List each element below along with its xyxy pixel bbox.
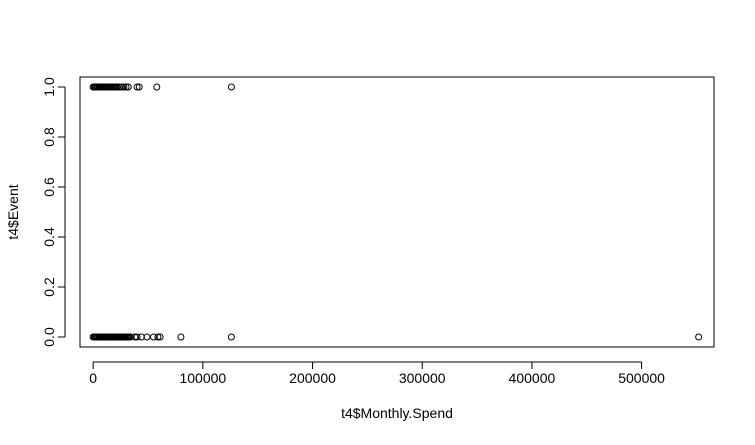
y-tick-label: 0.6 [41, 177, 57, 197]
data-point [227, 333, 235, 341]
y-tick-label: 0.2 [41, 277, 57, 297]
plot-frame [79, 76, 715, 348]
x-tick-label: 300000 [399, 370, 446, 386]
y-axis-label: t4$Event [5, 184, 21, 239]
data-point [695, 333, 703, 341]
data-point [133, 333, 141, 341]
y-tick-label: 0.0 [41, 327, 57, 347]
data-point [113, 83, 121, 91]
y-tick-label: 0.4 [41, 227, 57, 247]
data-point [135, 83, 143, 91]
x-axis-label: t4$Monthly.Spend [341, 405, 453, 421]
data-point [118, 83, 126, 91]
data-point [126, 333, 134, 341]
x-tick-label: 0 [89, 370, 97, 386]
data-point [131, 333, 139, 341]
data-point [124, 83, 132, 91]
data-points [89, 83, 703, 341]
data-point [143, 333, 151, 341]
data-point [177, 333, 185, 341]
data-point [156, 333, 164, 341]
y-tick-label: 0.8 [41, 127, 57, 147]
data-point [133, 83, 141, 91]
data-point [122, 83, 130, 91]
x-tick-label: 200000 [289, 370, 336, 386]
data-point [137, 333, 145, 341]
x-tick-label: 400000 [509, 370, 556, 386]
x-tick-label: 100000 [179, 370, 226, 386]
data-point [120, 83, 128, 91]
data-point [153, 83, 161, 91]
data-point [227, 83, 235, 91]
x-tick-label: 500000 [618, 370, 665, 386]
data-point [154, 333, 162, 341]
y-axis: 0.0 0.2 0.4 0.6 0.8 1.0 [41, 77, 66, 347]
y-tick-label: 1.0 [41, 77, 57, 97]
data-point [115, 83, 123, 91]
data-point [149, 333, 157, 341]
x-axis: 0 100000 200000 300000 400000 500000 [89, 361, 665, 386]
